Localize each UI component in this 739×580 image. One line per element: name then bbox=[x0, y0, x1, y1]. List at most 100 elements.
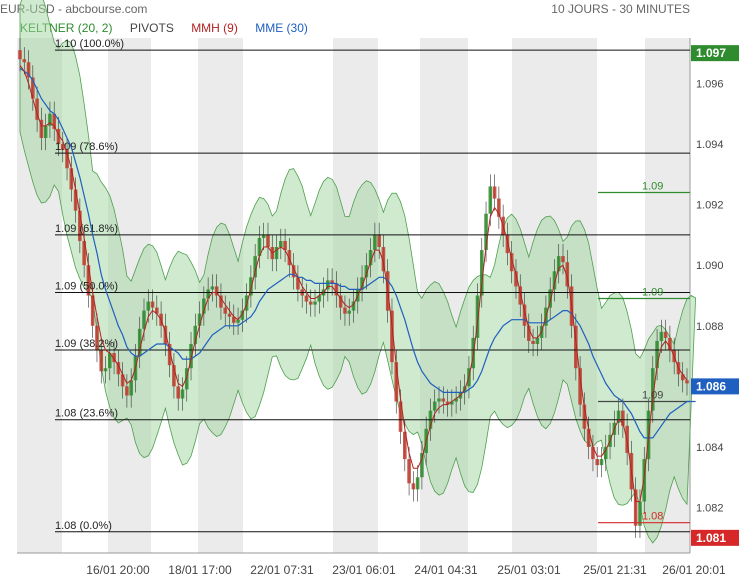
candle-body bbox=[655, 340, 659, 369]
x-tick-label: 25/01 03:01 bbox=[497, 563, 561, 577]
candle-body bbox=[518, 286, 523, 305]
candle-body bbox=[129, 380, 133, 396]
candle-body bbox=[548, 289, 552, 308]
candle-body bbox=[240, 310, 245, 320]
candle-body bbox=[261, 234, 266, 238]
candle-body bbox=[317, 295, 322, 302]
candle-body bbox=[497, 198, 501, 217]
x-tick-label: 18/01 17:00 bbox=[168, 563, 232, 577]
candle-body bbox=[509, 253, 514, 272]
price-tag-label: 1.081 bbox=[696, 531, 726, 545]
candle-body bbox=[86, 265, 91, 296]
candle-body bbox=[291, 265, 296, 278]
candle-body bbox=[373, 234, 377, 251]
fib-level-label: 1.09 (61.8%) bbox=[55, 223, 118, 235]
candle-body bbox=[31, 77, 35, 99]
candle-body bbox=[330, 280, 334, 284]
candle-body bbox=[484, 213, 488, 251]
candle-body bbox=[437, 398, 441, 402]
fib-level-label: 1.09 (38.2%) bbox=[55, 338, 118, 350]
candle-body bbox=[381, 247, 386, 272]
candle-body bbox=[146, 301, 151, 311]
candle-body bbox=[561, 256, 565, 263]
candle-body bbox=[390, 310, 394, 363]
candle-body bbox=[531, 340, 535, 344]
candle-body bbox=[95, 325, 99, 351]
candle-body bbox=[210, 286, 215, 290]
y-tick-label: 1.092 bbox=[696, 200, 724, 212]
y-tick-label: 1.088 bbox=[696, 321, 724, 333]
candle-body bbox=[253, 256, 257, 278]
candle-body bbox=[685, 380, 689, 384]
candle-body bbox=[663, 331, 668, 338]
candle-body bbox=[283, 240, 287, 251]
candle-body bbox=[616, 410, 621, 423]
candle-body bbox=[403, 431, 407, 460]
candle-body bbox=[668, 337, 672, 351]
x-tick-label: 26/01 20:01 bbox=[662, 563, 726, 577]
candle-body bbox=[308, 301, 313, 305]
candle-body bbox=[150, 301, 155, 308]
candle-body bbox=[450, 401, 454, 405]
candle-body bbox=[347, 310, 352, 314]
candle-body bbox=[142, 310, 146, 329]
fib-level-label: 1.09 (50.0%) bbox=[55, 280, 118, 292]
candle-body bbox=[334, 283, 339, 296]
x-tick-label: 23/01 06:01 bbox=[332, 563, 396, 577]
mmh-line bbox=[19, 65, 688, 502]
x-tick-label: 24/01 04:31 bbox=[414, 563, 478, 577]
candle-body bbox=[60, 144, 65, 151]
candle-body bbox=[287, 250, 292, 266]
candle-body bbox=[475, 295, 480, 338]
candle-body bbox=[279, 240, 283, 248]
candle-body bbox=[257, 237, 262, 257]
candle-body bbox=[90, 295, 95, 326]
y-tick-label: 1.096 bbox=[696, 78, 724, 90]
candle-body bbox=[176, 386, 180, 399]
y-tick-label: 1.084 bbox=[696, 442, 724, 454]
legend-mmh[interactable]: MMH (9) bbox=[191, 21, 238, 35]
legend-pivots[interactable]: PIVOTS bbox=[129, 21, 174, 35]
candle-body bbox=[103, 368, 108, 372]
y-tick-label: 1.094 bbox=[696, 139, 724, 151]
candle-body bbox=[39, 119, 44, 138]
candle-body bbox=[377, 234, 381, 248]
mme-line bbox=[19, 67, 696, 439]
candle-body bbox=[527, 325, 531, 341]
price-tag bbox=[691, 378, 739, 395]
candle-body bbox=[411, 483, 416, 490]
candle-body bbox=[274, 247, 279, 260]
candle-body bbox=[407, 459, 411, 484]
chart-period: 10 JOURS - 30 MINUTES bbox=[551, 2, 690, 16]
candle-body bbox=[189, 343, 193, 369]
candle-body bbox=[364, 265, 369, 278]
legend-mme[interactable]: MME (30) bbox=[255, 21, 308, 35]
x-tick-label: 16/01 20:00 bbox=[86, 563, 150, 577]
candle-body bbox=[184, 368, 189, 390]
candle-body bbox=[35, 98, 39, 120]
candle-body bbox=[197, 313, 202, 326]
candle-body bbox=[193, 325, 198, 344]
candle-body bbox=[266, 234, 270, 248]
candle-body bbox=[116, 362, 121, 375]
price-tag-label: 1.097 bbox=[696, 46, 726, 60]
candle-body bbox=[56, 128, 61, 145]
candle-body bbox=[505, 234, 510, 254]
candle-body bbox=[43, 125, 48, 138]
candle-body bbox=[479, 250, 484, 296]
candle-body bbox=[343, 307, 347, 314]
candle-body bbox=[52, 113, 57, 129]
candle-body bbox=[167, 343, 172, 366]
candle-body bbox=[202, 298, 206, 314]
candle-body bbox=[492, 186, 497, 199]
candle-body bbox=[445, 401, 450, 405]
candle-body bbox=[65, 150, 69, 169]
candle-body bbox=[313, 301, 317, 305]
candle-body bbox=[18, 50, 22, 60]
price-tag bbox=[691, 529, 739, 546]
candle-body bbox=[633, 489, 638, 526]
fib-level-label: 1.10 (100.0%) bbox=[55, 38, 124, 50]
candle-body bbox=[368, 250, 373, 266]
candle-body bbox=[73, 189, 78, 211]
